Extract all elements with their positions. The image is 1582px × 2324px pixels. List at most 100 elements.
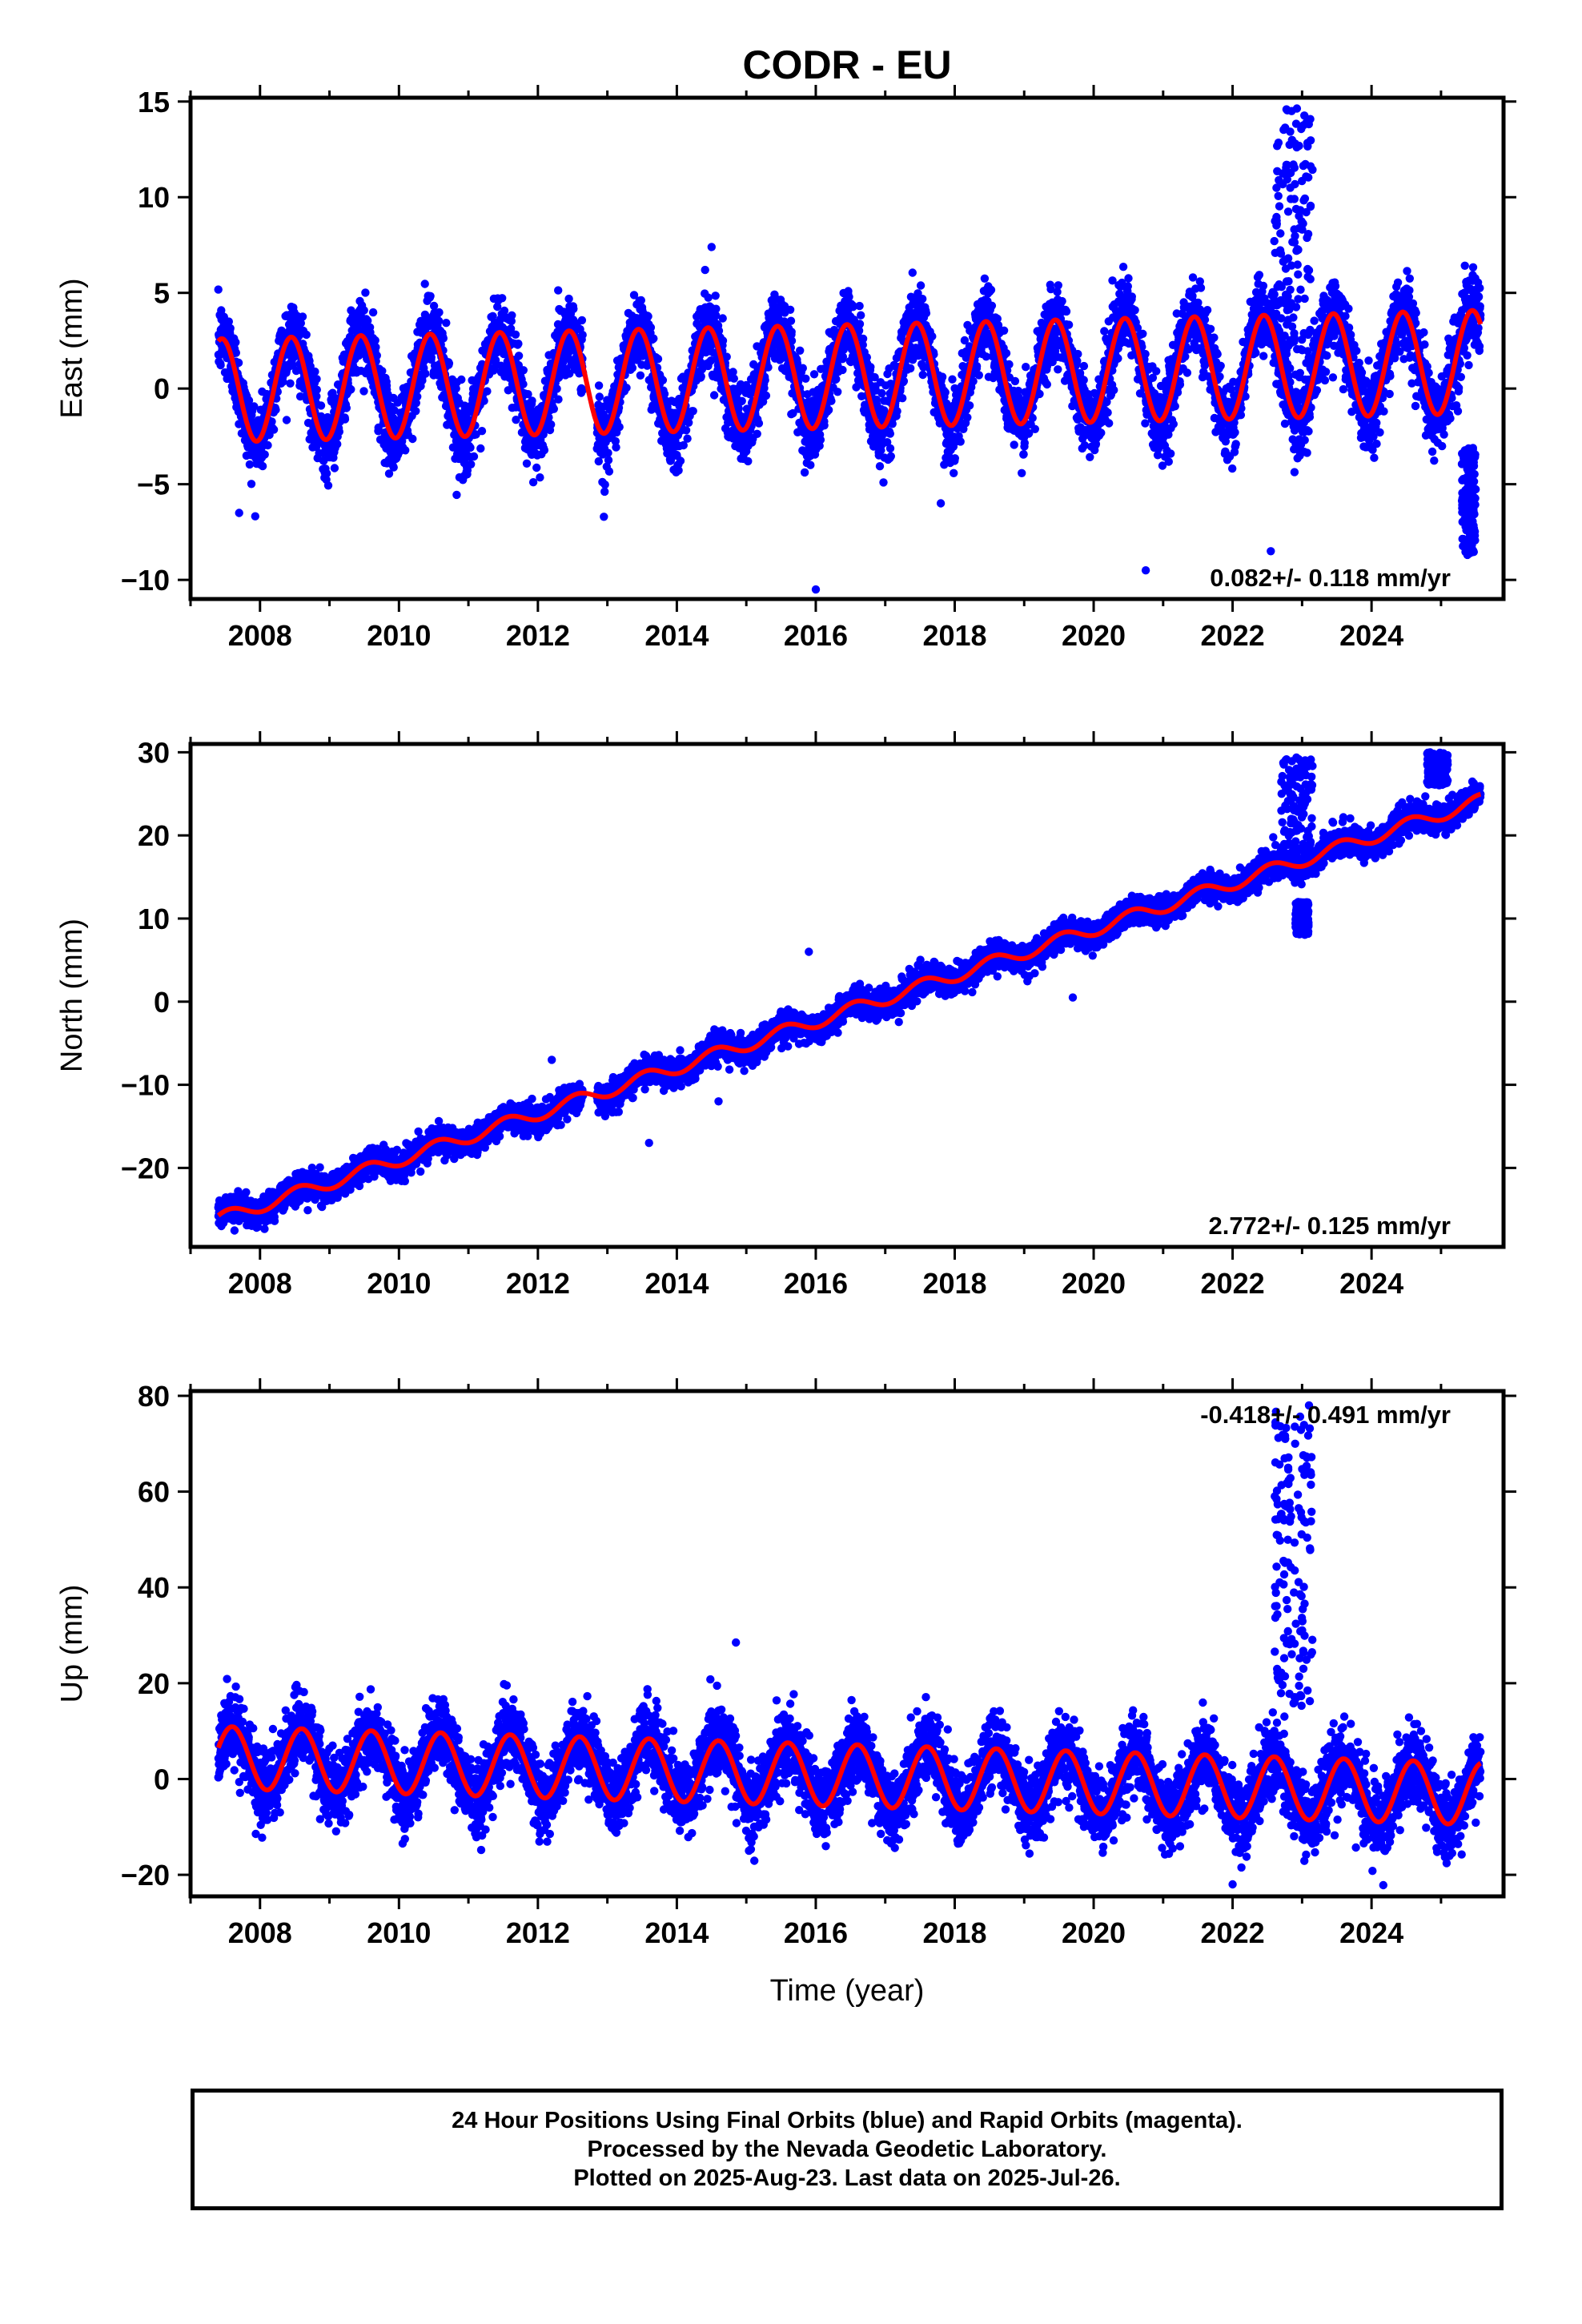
data-point — [269, 425, 279, 434]
data-point — [857, 392, 866, 400]
data-point — [1152, 367, 1161, 376]
data-point — [316, 401, 326, 410]
data-point — [611, 436, 620, 446]
data-point — [980, 274, 990, 283]
data-point — [969, 376, 978, 386]
data-point — [852, 383, 861, 392]
data-point — [753, 429, 761, 438]
data-point — [845, 292, 853, 301]
data-point — [245, 460, 255, 469]
data-point — [1100, 327, 1109, 336]
data-point — [363, 316, 372, 325]
data-point — [1074, 349, 1082, 359]
data-point — [488, 312, 497, 320]
data-point — [636, 296, 645, 305]
data-point — [893, 407, 901, 416]
data-point — [697, 372, 705, 381]
data-point — [522, 459, 532, 468]
data-point — [244, 396, 254, 405]
data-point — [972, 362, 982, 371]
data-point — [498, 294, 507, 303]
data-point — [1110, 385, 1118, 395]
data-point — [982, 352, 991, 361]
data-point — [296, 319, 305, 328]
data-point — [569, 304, 578, 313]
data-point — [1123, 282, 1133, 291]
data-point — [220, 368, 230, 377]
data-point — [1002, 348, 1011, 358]
data-point — [921, 308, 931, 318]
data-point — [899, 376, 909, 386]
data-point — [524, 390, 532, 399]
data-point — [800, 468, 809, 477]
data-point — [401, 446, 410, 455]
data-point — [883, 438, 892, 447]
data-point — [646, 323, 656, 332]
data-point — [963, 413, 972, 422]
data-point — [540, 445, 549, 455]
data-point — [469, 452, 479, 461]
data-point — [1118, 263, 1128, 271]
data-point — [636, 371, 645, 380]
data-point — [714, 326, 724, 336]
data-point — [785, 305, 795, 314]
data-point — [263, 440, 272, 450]
data-point — [1127, 292, 1137, 301]
data-point — [312, 385, 321, 394]
data-point — [916, 281, 926, 290]
data-point — [1064, 320, 1074, 329]
data-point — [514, 352, 524, 360]
data-point — [793, 359, 802, 368]
data-point — [258, 461, 267, 471]
data-point — [1097, 428, 1106, 437]
data-point — [786, 316, 796, 325]
data-point — [426, 292, 435, 300]
data-point — [1030, 424, 1040, 433]
data-point — [398, 436, 407, 446]
data-point — [885, 444, 895, 453]
data-point — [435, 308, 444, 317]
data-point — [722, 352, 731, 361]
data-point — [1062, 307, 1071, 316]
data-point — [452, 490, 461, 500]
data-point — [514, 340, 523, 348]
data-point — [761, 391, 771, 400]
data-point — [704, 293, 713, 302]
panel-1: 2008 2010 2012 2014 2016 2018 2020 2022 2024−10−… — [55, 85, 1516, 652]
data-point — [564, 294, 573, 304]
data-point — [412, 407, 420, 416]
data-point — [480, 396, 488, 405]
data-point — [1010, 440, 1018, 449]
panels: 2008 2010 2012 2014 2016 2018 2020 2022 2024−10−… — [55, 85, 1516, 2008]
data-point — [536, 473, 544, 482]
data-point — [987, 301, 997, 310]
data-point — [359, 387, 368, 396]
data-point — [709, 391, 719, 400]
data-point — [857, 311, 865, 320]
data-point — [711, 292, 720, 300]
data-point — [1058, 296, 1066, 306]
data-point — [760, 384, 769, 392]
data-point — [1079, 361, 1089, 371]
data-point — [368, 308, 378, 317]
data-point — [1020, 438, 1030, 448]
data-point — [604, 467, 614, 476]
data-point — [594, 381, 604, 390]
data-point — [644, 312, 652, 321]
data-point — [506, 324, 516, 333]
data-point — [679, 440, 688, 450]
data-point — [442, 319, 451, 328]
data-point — [838, 352, 848, 361]
data-point — [1124, 274, 1133, 283]
data-point — [511, 330, 520, 339]
data-point — [965, 401, 974, 410]
data-point — [226, 324, 235, 333]
data-point — [549, 404, 558, 413]
data-point — [595, 392, 604, 401]
data-point — [855, 320, 865, 328]
data-point — [764, 363, 773, 372]
data-point — [260, 450, 269, 459]
data-point — [918, 295, 927, 304]
data-point — [854, 326, 864, 336]
data-point — [824, 405, 833, 415]
